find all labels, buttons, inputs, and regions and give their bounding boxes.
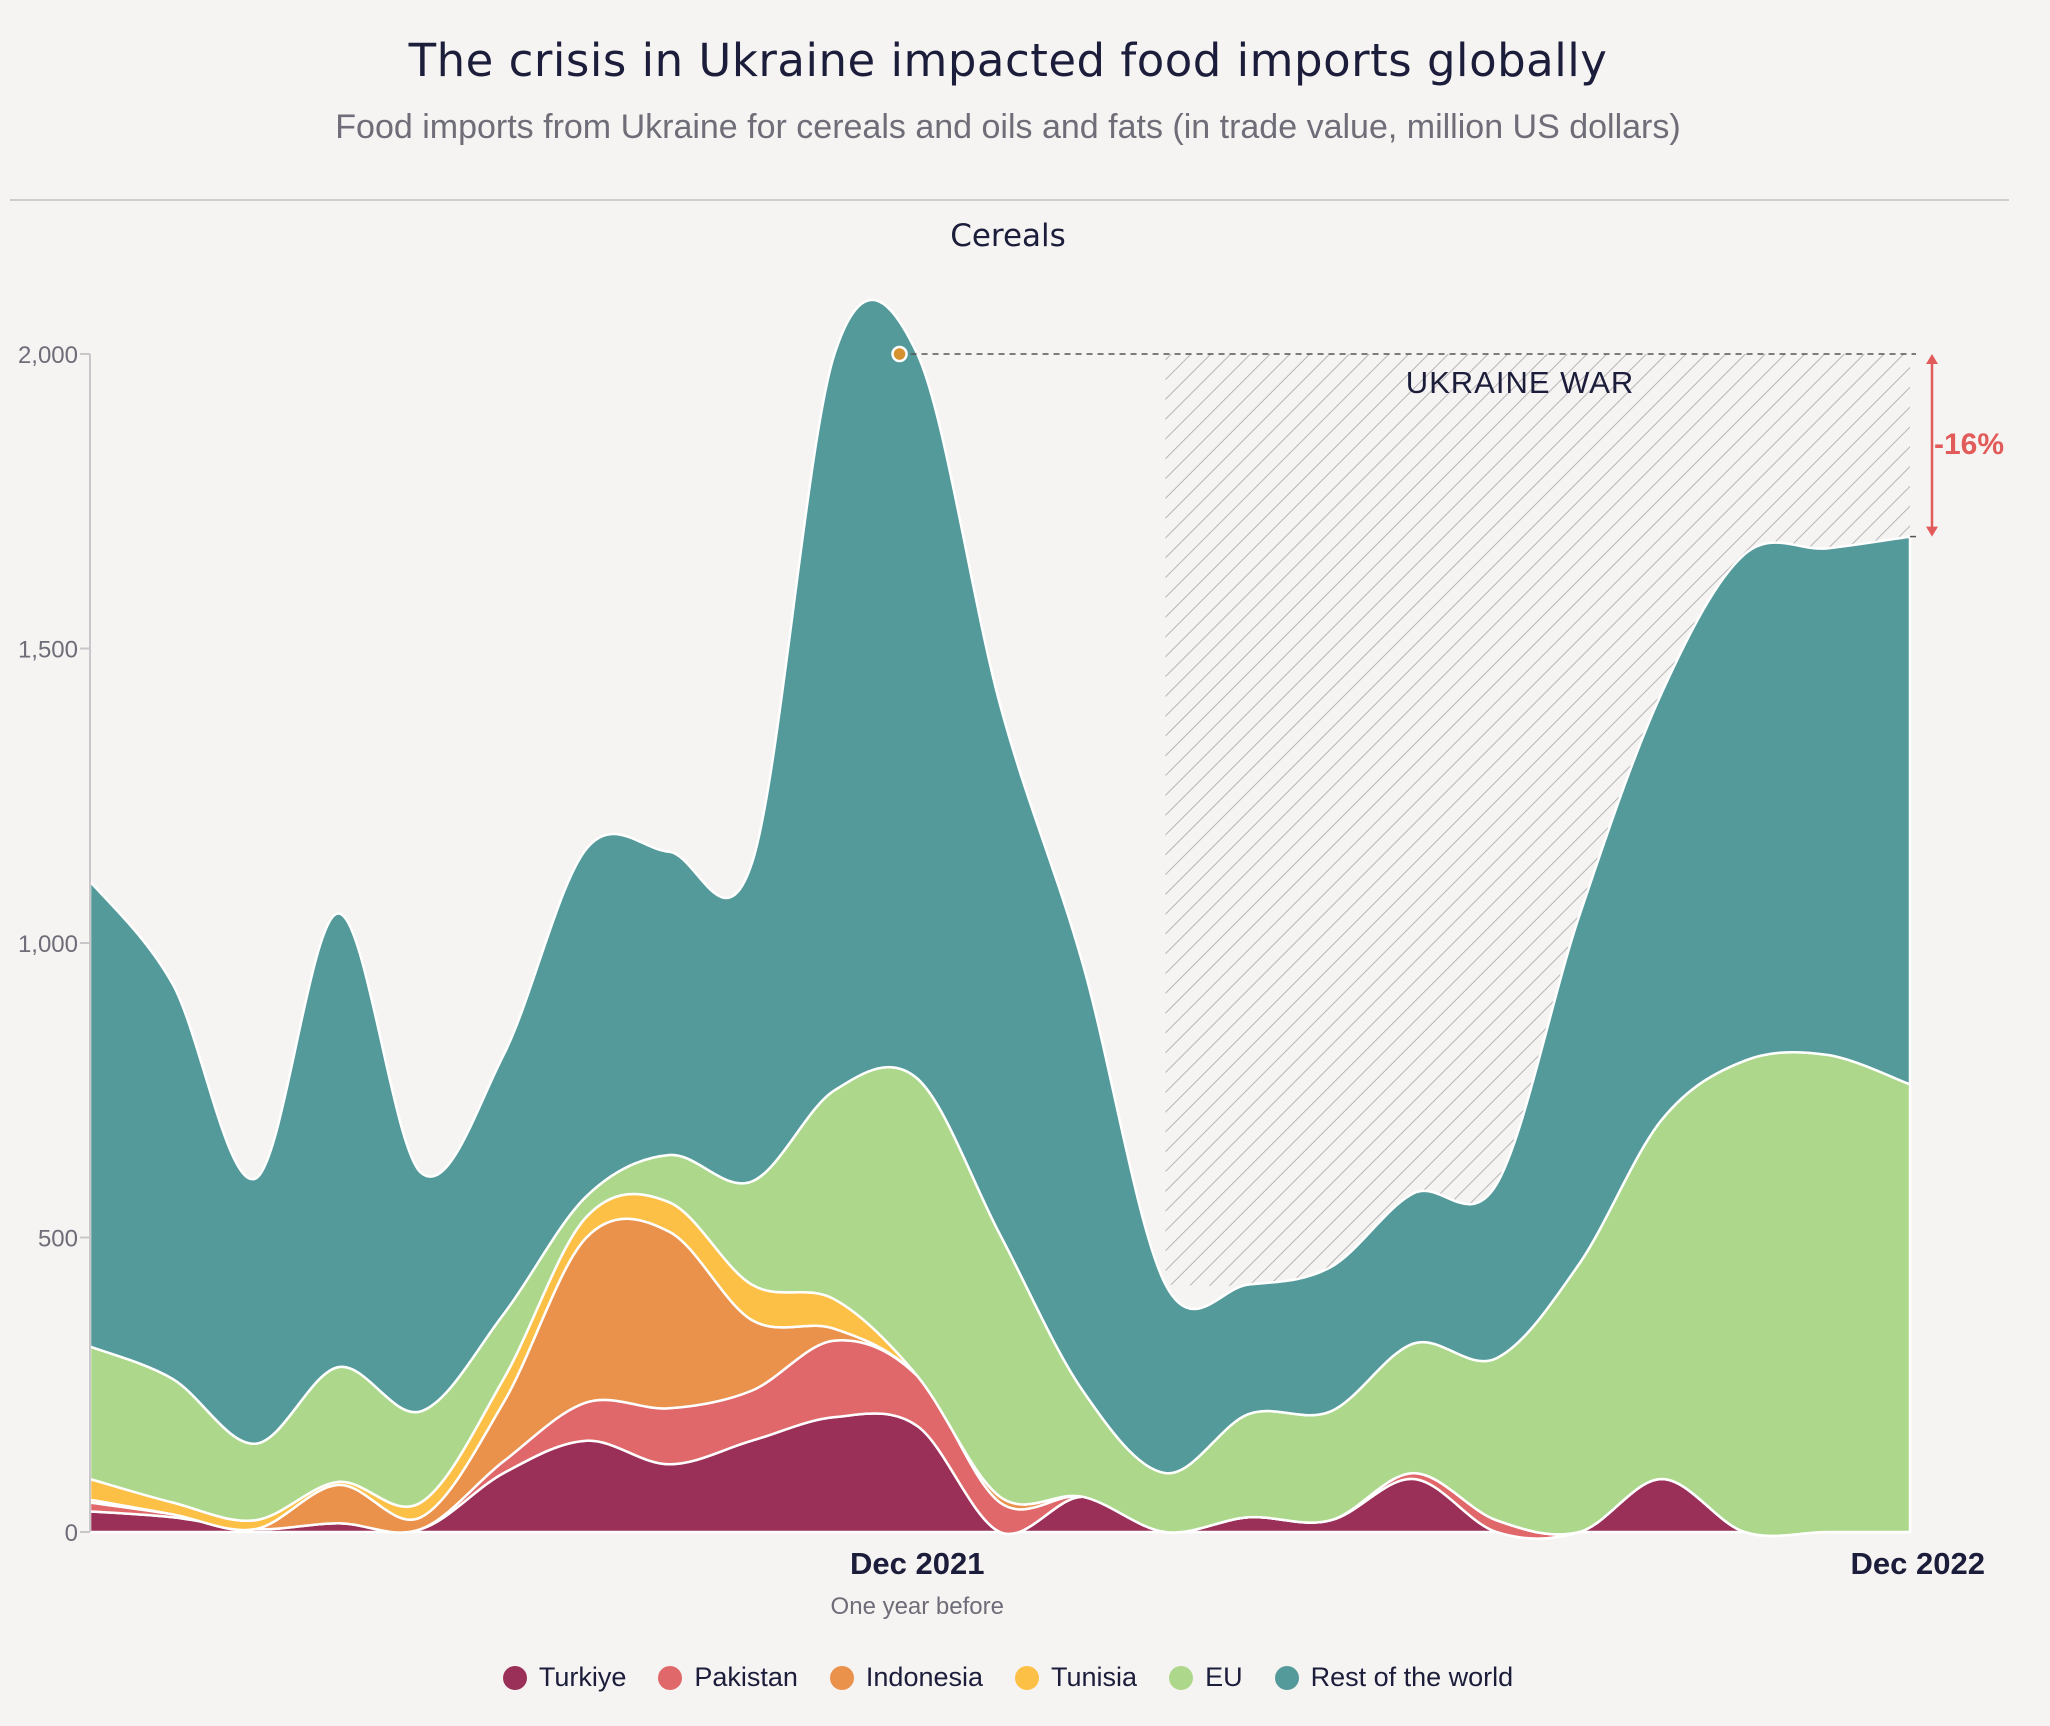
chart-subtitle: Food imports from Ukraine for cereals an… <box>335 108 1681 146</box>
chart-title: The crisis in Ukraine impacted food impo… <box>408 34 1608 87</box>
legend-label: Turkiye <box>538 1662 627 1692</box>
panel-title: Cereals <box>950 218 1066 254</box>
x-tick-label: Dec 2022 <box>1851 1546 1985 1581</box>
war-period-hatch <box>1165 354 1910 1286</box>
legend-item-eu: EU <box>1169 1662 1243 1693</box>
legend-swatch <box>502 1665 527 1690</box>
area-rest-of-the-world <box>88 298 1912 1475</box>
change-arrow-head-top <box>1926 354 1938 364</box>
legend-swatch <box>1274 1665 1299 1690</box>
legend-swatch <box>1015 1665 1040 1690</box>
change-arrow-head-bottom <box>1926 526 1938 537</box>
legend-item-turkiye: Turkiye <box>502 1662 627 1693</box>
legend-item-tunisia: Tunisia <box>1015 1662 1137 1693</box>
war-label: UKRAINE WAR <box>1406 365 1635 400</box>
legend-label: EU <box>1205 1662 1243 1692</box>
legend-label: Tunisia <box>1051 1662 1138 1692</box>
y-tick-label: 2,000 <box>18 342 78 369</box>
y-tick-label: 1,500 <box>18 637 78 664</box>
change-label: -16% <box>1934 428 2004 461</box>
legend-item-rest-of-the-world: Rest of the world <box>1274 1662 1514 1693</box>
x-sublabel: One year before <box>831 1593 1004 1620</box>
legend-label: Rest of the world <box>1310 1662 1514 1692</box>
legend: Turkiye Pakistan Indonesia Tunisia EU Rest of… <box>0 1662 2016 1693</box>
header-divider <box>10 199 2009 201</box>
y-tick-label: 0 <box>65 1520 78 1547</box>
legend-label: Pakistan <box>694 1662 798 1692</box>
peak-marker <box>891 345 908 363</box>
y-tick-label: 500 <box>38 1226 78 1253</box>
legend-label: Indonesia <box>865 1662 984 1692</box>
legend-item-pakistan: Pakistan <box>658 1662 798 1693</box>
x-tick-label: Dec 2021 <box>850 1546 984 1581</box>
legend-swatch <box>658 1665 683 1690</box>
legend-swatch <box>829 1665 854 1690</box>
y-tick-label: 1,000 <box>18 931 78 958</box>
legend-swatch <box>1169 1665 1194 1690</box>
legend-item-indonesia: Indonesia <box>829 1662 984 1693</box>
